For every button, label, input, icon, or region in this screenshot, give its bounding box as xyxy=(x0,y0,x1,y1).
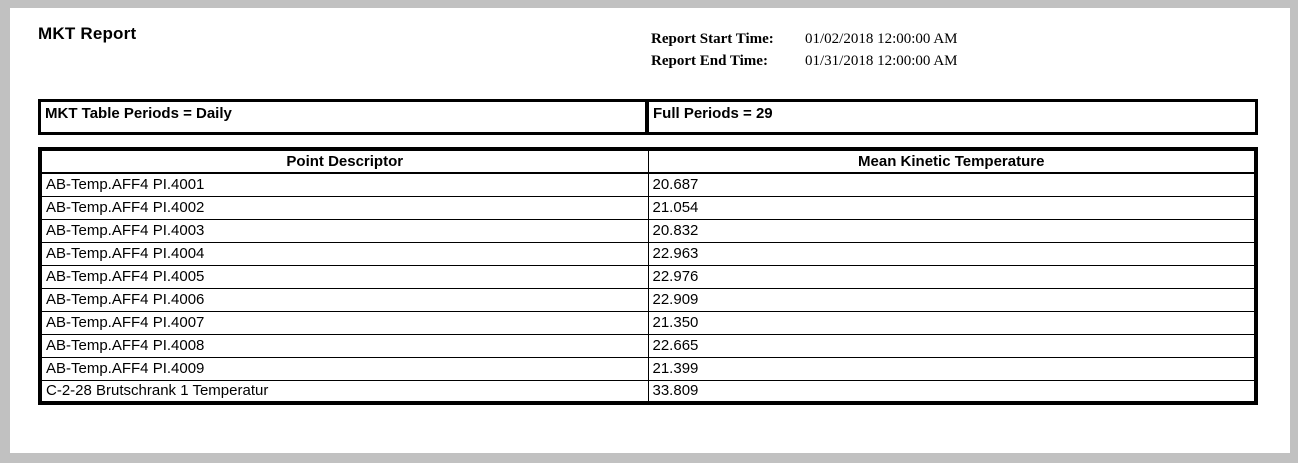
table-row: AB-Temp.AFF4 PI.4008 22.665 xyxy=(40,334,1256,358)
mkt-value-cell: 22.976 xyxy=(648,265,1256,289)
table-row: AB-Temp.AFF4 PI.4007 21.350 xyxy=(40,311,1256,335)
point-descriptor-cell: AB-Temp.AFF4 PI.4008 xyxy=(40,334,649,358)
table-row: AB-Temp.AFF4 PI.4003 20.832 xyxy=(40,219,1256,243)
mkt-value-cell: 22.665 xyxy=(648,334,1256,358)
table-row: AB-Temp.AFF4 PI.4001 20.687 xyxy=(40,173,1256,197)
column-header-point-descriptor: Point Descriptor xyxy=(40,149,649,174)
report-start-time-row: Report Start Time: 01/02/2018 12:00:00 A… xyxy=(651,28,958,50)
report-start-time-value: 01/02/2018 12:00:00 AM xyxy=(805,31,958,47)
point-descriptor-cell: AB-Temp.AFF4 PI.4005 xyxy=(40,265,649,289)
table-row: AB-Temp.AFF4 PI.4006 22.909 xyxy=(40,288,1256,312)
mkt-value-cell: 22.909 xyxy=(648,288,1256,312)
report-times-block: Report Start Time: 01/02/2018 12:00:00 A… xyxy=(651,28,958,72)
table-row: AB-Temp.AFF4 PI.4002 21.054 xyxy=(40,196,1256,220)
page-title: MKT Report xyxy=(38,24,137,43)
report-page: MKT Report Report Start Time: 01/02/2018… xyxy=(10,8,1290,453)
table-row: AB-Temp.AFF4 PI.4004 22.963 xyxy=(40,242,1256,266)
report-end-time-row: Report End Time: 01/31/2018 12:00:00 AM xyxy=(651,50,958,72)
point-descriptor-cell: AB-Temp.AFF4 PI.4002 xyxy=(40,196,649,220)
column-header-mean-kinetic-temperature: Mean Kinetic Temperature xyxy=(648,149,1256,174)
mkt-value-cell: 21.399 xyxy=(648,357,1256,381)
report-end-time-value: 01/31/2018 12:00:00 AM xyxy=(805,53,958,69)
point-descriptor-cell: AB-Temp.AFF4 PI.4004 xyxy=(40,242,649,266)
point-descriptor-cell: AB-Temp.AFF4 PI.4006 xyxy=(40,288,649,312)
summary-bar: MKT Table Periods = Daily Full Periods =… xyxy=(38,99,1258,135)
point-descriptor-cell: AB-Temp.AFF4 PI.4009 xyxy=(40,357,649,381)
mkt-data-table: Point Descriptor Mean Kinetic Temperatur… xyxy=(38,147,1258,405)
point-descriptor-cell: AB-Temp.AFF4 PI.4007 xyxy=(40,311,649,335)
mkt-value-cell: 21.054 xyxy=(648,196,1256,220)
point-descriptor-cell: AB-Temp.AFF4 PI.4001 xyxy=(40,173,649,197)
table-row: AB-Temp.AFF4 PI.4005 22.976 xyxy=(40,265,1256,289)
mkt-value-cell: 20.832 xyxy=(648,219,1256,243)
table-row: AB-Temp.AFF4 PI.4009 21.399 xyxy=(40,357,1256,381)
point-descriptor-cell: AB-Temp.AFF4 PI.4003 xyxy=(40,219,649,243)
report-start-time-label: Report Start Time: xyxy=(651,31,774,47)
mkt-value-cell: 22.963 xyxy=(648,242,1256,266)
full-periods-cell: Full Periods = 29 xyxy=(653,105,773,122)
mkt-value-cell: 21.350 xyxy=(648,311,1256,335)
table-row: C-2-28 Brutschrank 1 Temperatur 33.809 xyxy=(40,380,1256,403)
table-header-row: Point Descriptor Mean Kinetic Temperatur… xyxy=(40,149,1256,174)
report-end-time-label: Report End Time: xyxy=(651,53,768,69)
mkt-value-cell: 20.687 xyxy=(648,173,1256,197)
mkt-table-periods-cell: MKT Table Periods = Daily xyxy=(41,102,649,132)
mkt-value-cell: 33.809 xyxy=(652,382,699,400)
point-descriptor-cell: C-2-28 Brutschrank 1 Temperatur xyxy=(40,380,649,403)
